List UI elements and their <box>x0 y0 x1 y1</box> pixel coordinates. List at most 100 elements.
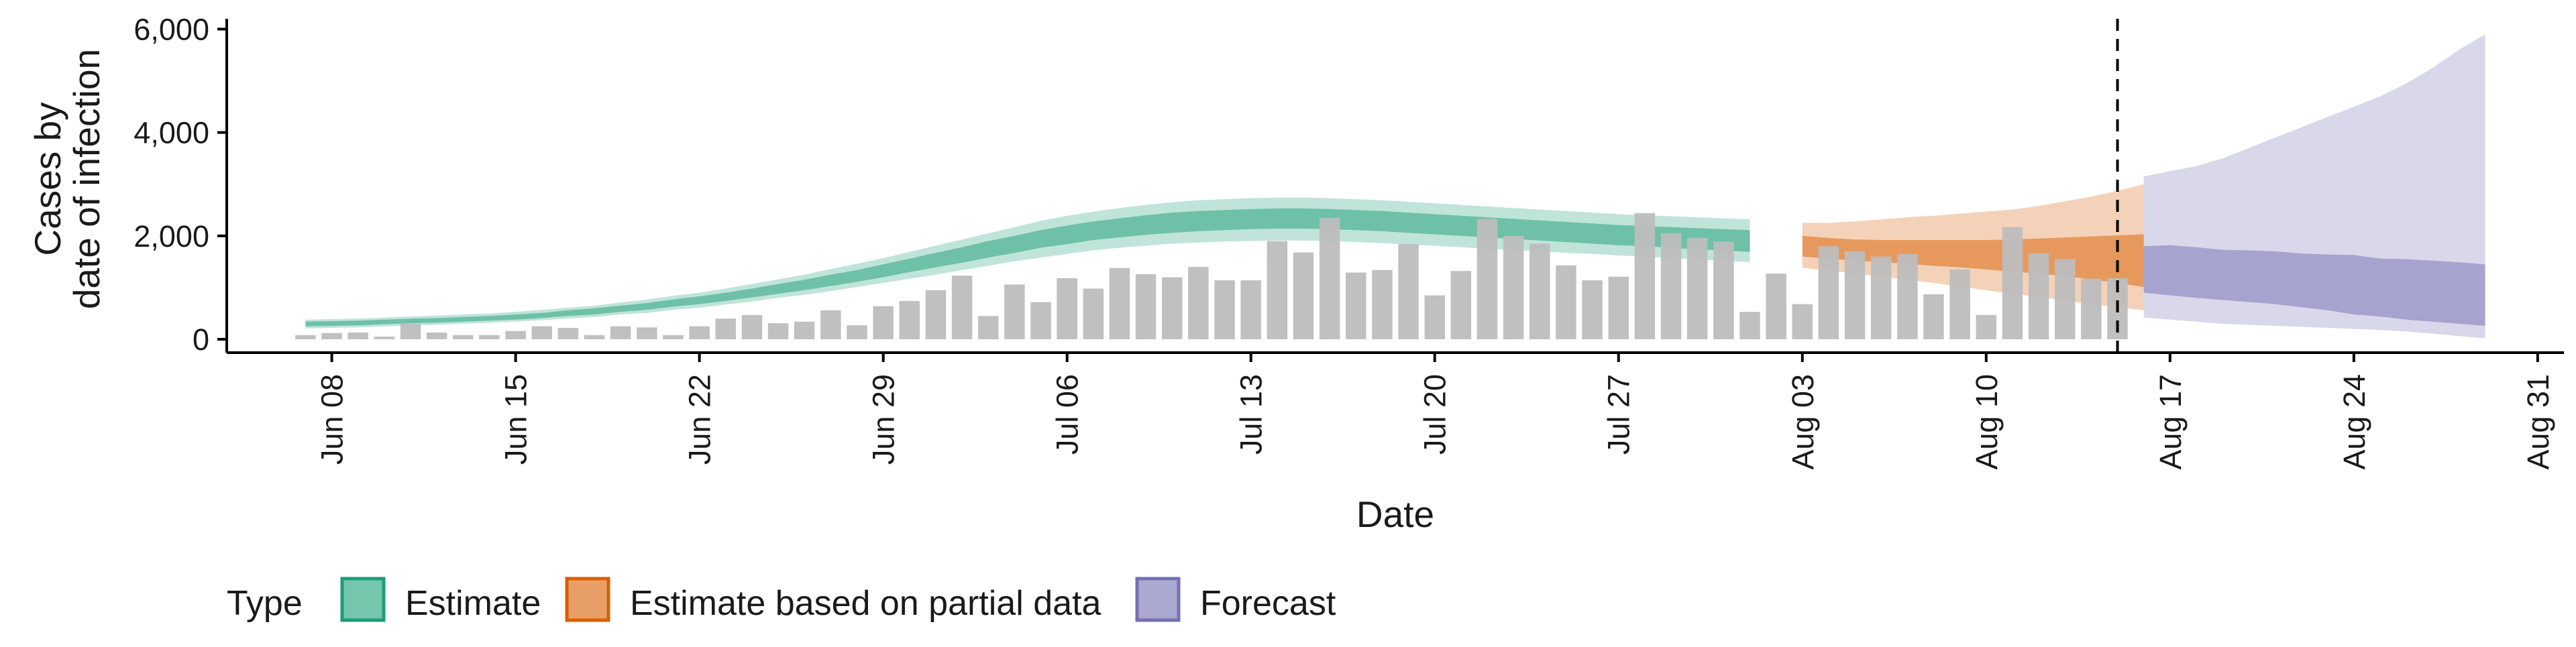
x-tick-label: Jul 27 <box>1602 374 1636 455</box>
case-bar <box>531 326 552 339</box>
case-bar <box>899 300 920 339</box>
case-bar <box>1608 276 1629 339</box>
case-bar <box>2002 227 2023 339</box>
case-bar <box>1346 272 1366 339</box>
case-bar <box>426 333 447 339</box>
case-bar <box>1057 278 1077 339</box>
case-bar <box>1503 235 1524 339</box>
y-axis-ticks: 0 2,000 4,000 6,000 <box>133 12 227 357</box>
case-bar <box>1319 217 1340 339</box>
case-bar <box>505 331 526 339</box>
case-bar <box>584 335 605 339</box>
case-bar <box>1844 251 1866 339</box>
x-tick-label: Jun 15 <box>499 374 533 465</box>
case-bar <box>295 335 316 339</box>
x-axis-title: Date <box>1356 493 1434 535</box>
case-bar <box>1897 253 1918 339</box>
case-bar <box>820 310 841 339</box>
y-axis-title-line-1: Cases by <box>27 102 68 256</box>
case-bar <box>453 335 474 339</box>
case-bar <box>1030 302 1051 339</box>
case-bar <box>715 318 736 339</box>
y-tick-label: 2,000 <box>133 219 209 253</box>
case-bar <box>794 321 815 339</box>
x-tick-label: Aug 10 <box>1970 374 2004 470</box>
case-bar <box>1188 267 1209 339</box>
case-bar <box>1686 237 1708 339</box>
legend-item-forecast: Forecast <box>1135 577 1336 623</box>
case-bar <box>1792 304 1813 339</box>
case-bar <box>1556 265 1576 339</box>
case-bar <box>1293 252 1314 339</box>
case-bar <box>1083 288 1104 339</box>
case-bar <box>1424 295 1445 339</box>
x-tick-label: Aug 31 <box>2521 374 2555 470</box>
case-bar <box>637 327 657 339</box>
x-tick-label: Jul 13 <box>1234 374 1269 455</box>
legend-item-estimate: Estimate <box>340 577 541 623</box>
case-bar <box>663 335 684 339</box>
case-bar <box>925 290 947 339</box>
case-bar <box>1450 271 1472 339</box>
case-bar <box>1267 241 1288 339</box>
case-bar <box>1398 244 1419 339</box>
case-bar <box>479 335 500 339</box>
x-tick-label: Jul 06 <box>1051 374 1085 455</box>
case-bar <box>1923 294 1944 339</box>
case-bar <box>1529 243 1550 339</box>
case-bar <box>1976 314 1996 339</box>
case-bar <box>1713 241 1734 339</box>
legend-label-partial-estimate: Estimate based on partial data <box>630 584 1102 623</box>
y-axis-title-line-2: date of infection <box>66 49 107 309</box>
legend-key-partial-estimate <box>565 577 610 622</box>
case-bar <box>1870 256 1892 339</box>
case-bar <box>347 333 368 339</box>
case-bar <box>741 314 763 339</box>
case-bar <box>951 276 973 339</box>
case-bar <box>1818 246 1839 339</box>
x-tick-label: Jul 20 <box>1418 374 1452 455</box>
case-bar <box>2055 259 2076 339</box>
legend-item-partial-estimate: Estimate based on partial data <box>565 577 1102 623</box>
case-bar <box>1214 280 1235 339</box>
y-tick-label: 6,000 <box>133 12 209 46</box>
case-bar <box>1766 274 1786 339</box>
case-bar <box>1477 219 1498 339</box>
case-bar <box>1660 233 1682 339</box>
case-bar <box>2081 278 2102 339</box>
case-bar <box>2028 253 2049 339</box>
case-bar <box>400 323 421 339</box>
case-bar <box>1004 284 1025 339</box>
y-tick-label: 4,000 <box>133 116 209 150</box>
legend-label-estimate: Estimate <box>405 584 541 623</box>
x-tick-label: Aug 03 <box>1786 374 1820 470</box>
x-tick-label: Jun 29 <box>867 374 901 465</box>
y-tick-label: 0 <box>193 322 209 357</box>
uncertainty-bands <box>305 34 2485 339</box>
case-bar <box>1949 269 1970 339</box>
x-tick-label: Jun 22 <box>683 374 717 465</box>
case-bar <box>1109 268 1130 339</box>
case-bar <box>1240 280 1261 339</box>
case-bar <box>1739 312 1760 339</box>
case-bar <box>1582 280 1603 339</box>
case-bar <box>321 333 342 339</box>
x-tick-label: Aug 17 <box>2153 374 2188 470</box>
legend-key-estimate <box>340 577 386 622</box>
case-bar <box>1372 270 1393 339</box>
case-bar <box>374 337 395 339</box>
legend-key-forecast <box>1135 577 1181 622</box>
case-bar <box>557 328 579 339</box>
legend-label-forecast: Forecast <box>1200 584 1336 623</box>
case-bar <box>1135 274 1157 339</box>
case-bar <box>873 306 894 339</box>
case-bar <box>610 326 631 339</box>
case-bar <box>1634 213 1656 339</box>
x-axis-ticks: Jun 08 Jun 15 Jun 22 Jun 29 Jul 06 Jul 13 Jul … <box>315 353 2555 470</box>
case-bar <box>1162 277 1183 339</box>
axes: 0 2,000 4,000 6,000 Jun 08 Jun 15 Jun 22 Jun 2… <box>133 12 2564 470</box>
legend-title: Type <box>227 584 303 623</box>
case-bar <box>689 326 710 339</box>
